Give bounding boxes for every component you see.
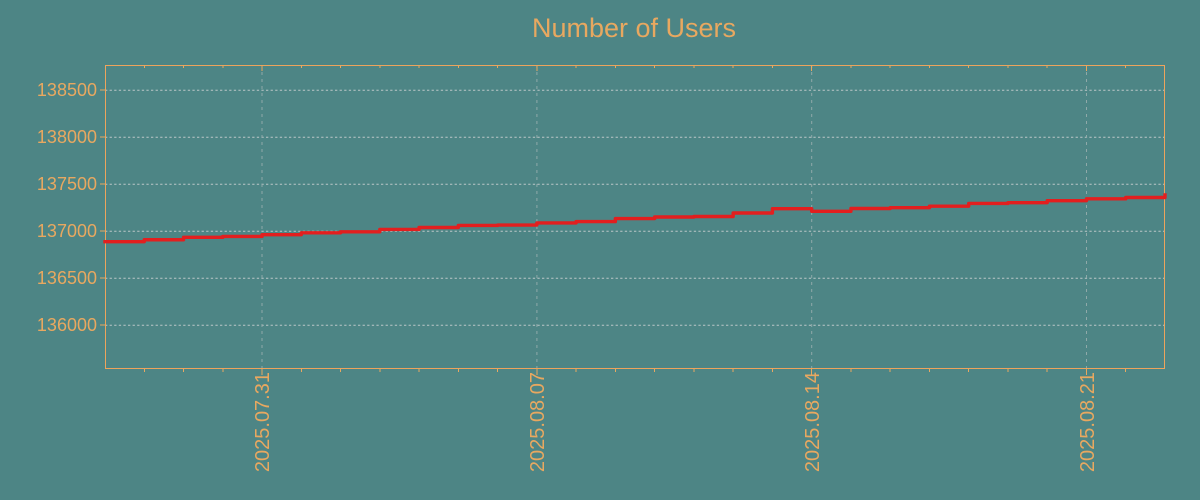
svg-text:136500: 136500 [37, 268, 97, 288]
svg-text:137000: 137000 [37, 221, 97, 241]
svg-text:2025.08.07: 2025.08.07 [527, 372, 549, 472]
svg-text:2025.07.31: 2025.07.31 [252, 372, 274, 472]
svg-text:Number of Users: Number of Users [532, 13, 736, 43]
svg-text:136000: 136000 [37, 315, 97, 335]
svg-text:137500: 137500 [37, 174, 97, 194]
svg-text:138000: 138000 [37, 127, 97, 147]
svg-text:138500: 138500 [37, 80, 97, 100]
svg-text:2025.08.21: 2025.08.21 [1077, 372, 1099, 472]
svg-text:2025.08.14: 2025.08.14 [802, 372, 824, 472]
